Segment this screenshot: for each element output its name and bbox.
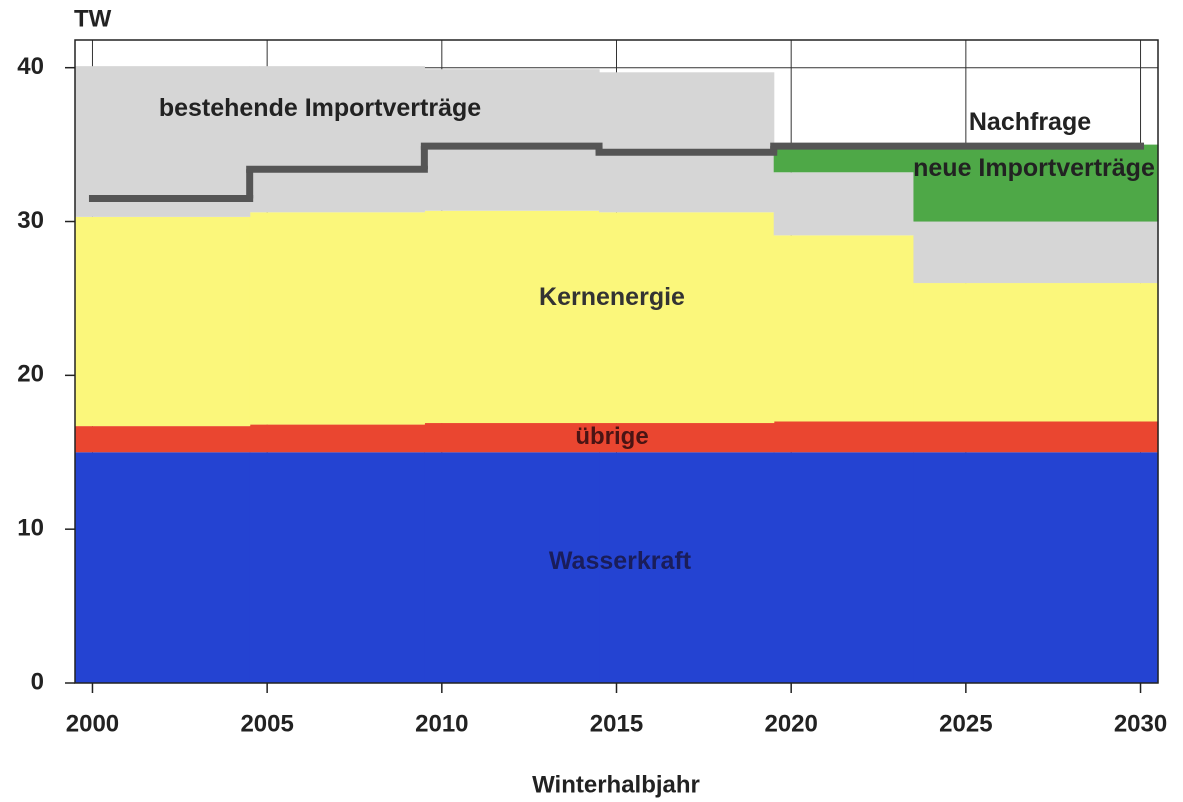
- x-tick-label: 2010: [415, 710, 468, 737]
- y-tick-label: 20: [17, 361, 44, 388]
- area-segment: [249, 424, 425, 453]
- area-segment: [424, 210, 600, 424]
- y-tick-label: 10: [17, 515, 44, 542]
- area-segment: [75, 426, 251, 453]
- area-segment: [913, 221, 1159, 284]
- area-segment: [599, 452, 775, 683]
- area-segment: [249, 212, 425, 425]
- area-segment: [913, 452, 1159, 683]
- area-segment: [913, 144, 1159, 222]
- area-segment: [424, 69, 600, 211]
- series-label: Kernenergie: [539, 283, 685, 311]
- area-segment: [913, 421, 1159, 453]
- series-label: übrige: [575, 423, 649, 450]
- area-segment: [249, 452, 425, 683]
- series-label: bestehende Importverträge: [158, 94, 482, 122]
- area-segment: [424, 452, 600, 683]
- demand-label: Nachfrage: [968, 108, 1092, 136]
- area-segment: [773, 235, 915, 422]
- area-segment: [773, 146, 915, 173]
- area-segment: [599, 212, 775, 424]
- area-segment: [249, 66, 425, 213]
- y-tick-label: 30: [17, 207, 44, 234]
- x-tick-label: 2025: [939, 710, 992, 737]
- y-tick-label: 40: [17, 53, 44, 80]
- series-label: neue Importverträge: [913, 154, 1155, 182]
- x-tick-label: 2005: [240, 710, 293, 737]
- area-segment: [424, 423, 600, 453]
- area-segment: [773, 421, 915, 453]
- area-segment: [913, 283, 1159, 422]
- x-axis-label: Winterhalbjahr: [532, 771, 700, 798]
- x-tick-label: 2030: [1114, 710, 1167, 737]
- x-tick-label: 2020: [764, 710, 817, 737]
- x-tick-label: 2000: [66, 710, 119, 737]
- area-segment: [75, 216, 251, 427]
- area-segment: [773, 172, 915, 236]
- x-tick-label: 2015: [590, 710, 643, 737]
- y-axis-label: TW: [74, 5, 112, 32]
- y-tick-label: 0: [31, 668, 44, 695]
- series-label: Wasserkraft: [548, 547, 692, 575]
- area-segment: [773, 452, 915, 683]
- area-segment: [75, 66, 251, 217]
- area-segment: [599, 72, 775, 213]
- area-segment: [599, 423, 775, 453]
- area-segment: [75, 452, 251, 683]
